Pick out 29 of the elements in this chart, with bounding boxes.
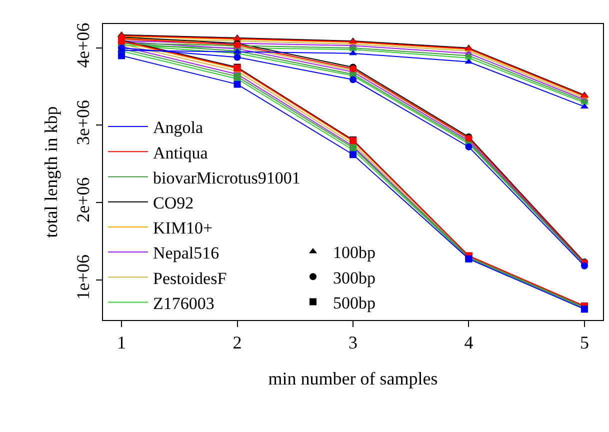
legend-label: PestoidesF (153, 268, 227, 288)
point (350, 151, 356, 158)
legend-label: Z176003 (153, 294, 214, 313)
x-tick-label: 2 (232, 332, 242, 353)
point (234, 54, 241, 61)
legend-label: Nepal516 (153, 244, 220, 263)
legend-label: Antiqua (153, 143, 208, 162)
point (464, 58, 473, 64)
legend-label: biovarMicrotus91001 (153, 168, 300, 188)
legend-label: CO92 (153, 193, 194, 212)
point (118, 52, 126, 60)
y-axis-title: total length in kbp (41, 106, 61, 238)
y-tick-label: 1e+06 (72, 254, 93, 300)
x-tick-label: 3 (348, 332, 358, 353)
point (465, 143, 472, 150)
y-tick-label: 3e+06 (72, 100, 93, 146)
point (350, 76, 356, 84)
x-axis-title: min number of samples (268, 368, 438, 389)
x-tick-label: 4 (464, 332, 474, 353)
x-tick-label: 5 (580, 332, 589, 353)
legend-label: 500bp (333, 293, 376, 312)
legend-label: 300bp (333, 268, 376, 288)
legend-label: Angola (153, 118, 204, 138)
legend-label: 100bp (333, 243, 376, 262)
y-tick-label: 2e+06 (72, 177, 93, 222)
x-tick-label: 1 (117, 332, 126, 353)
legend-label: KIM10+ (153, 218, 213, 238)
y-tick-label: 4e+06 (72, 22, 93, 68)
point (234, 80, 241, 88)
